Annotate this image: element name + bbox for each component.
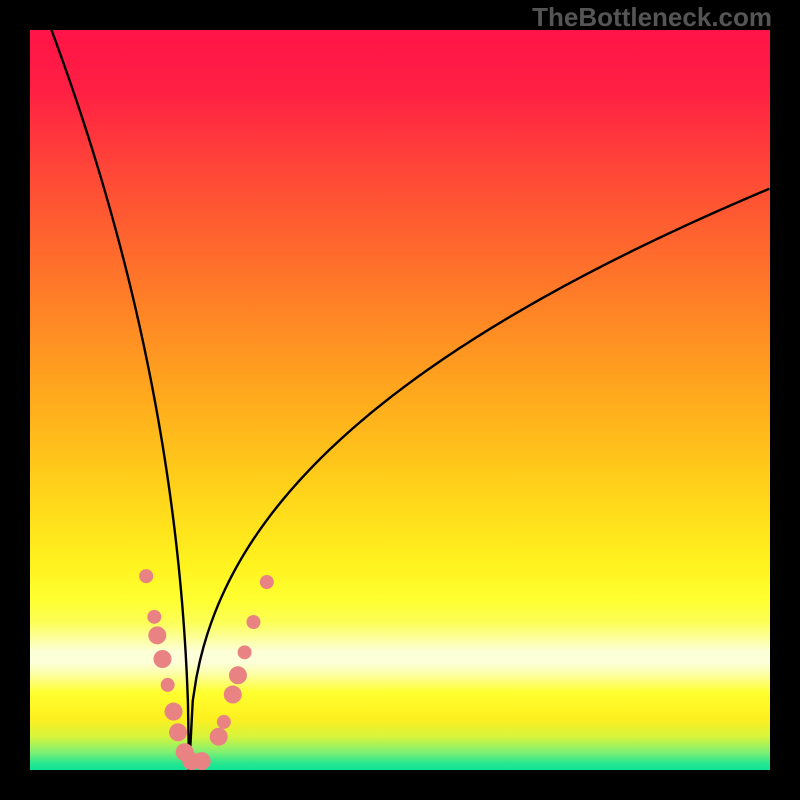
data-marker (246, 615, 260, 629)
data-marker (224, 686, 242, 704)
data-marker (210, 728, 228, 746)
data-marker (148, 626, 166, 644)
data-marker (153, 650, 171, 668)
watermark-text: TheBottleneck.com (532, 2, 772, 33)
data-marker (169, 723, 187, 741)
data-marker (238, 645, 252, 659)
data-marker (229, 666, 247, 684)
data-marker (193, 752, 211, 770)
data-marker (139, 569, 153, 583)
data-marker (161, 678, 175, 692)
plot-area (30, 30, 770, 770)
gradient-background (30, 30, 770, 770)
data-marker (260, 575, 274, 589)
data-marker (217, 715, 231, 729)
plot-svg (30, 30, 770, 770)
chart-stage: TheBottleneck.com (0, 0, 800, 800)
data-marker (165, 703, 183, 721)
data-marker (147, 610, 161, 624)
